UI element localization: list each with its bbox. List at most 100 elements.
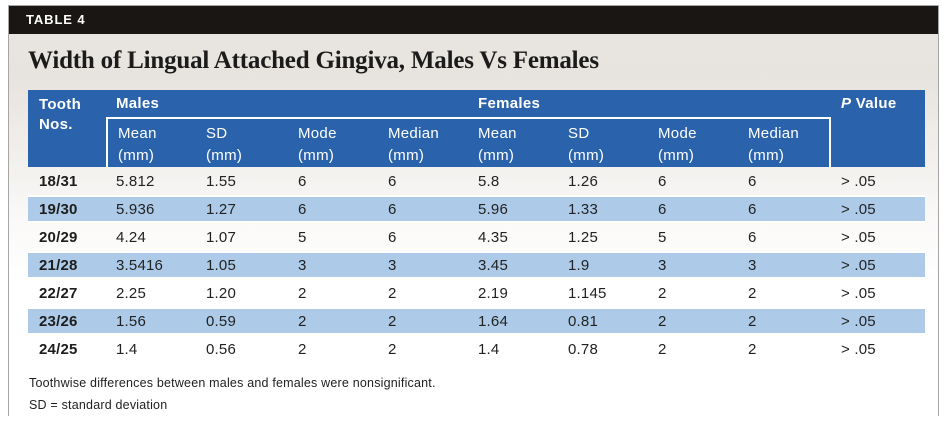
cell-p-value: > .05 [841, 284, 876, 302]
header-cell-mode-males: Mode (mm) [288, 117, 378, 167]
cell-value: 1.55 [206, 172, 236, 190]
cell-value: 6 [378, 195, 469, 223]
cell-value: 6 [388, 172, 397, 190]
table-footnotes: Toothwise differences between males and … [29, 372, 938, 416]
cell-tooth-nos: 23/26 [28, 307, 106, 335]
table-body: 18/31 5.812 1.55 6 6 5.8 1.26 6 6 > .05 19/30 5.936… [28, 167, 926, 363]
cell-value: 3 [648, 251, 739, 279]
cell-value: 6 [738, 195, 832, 223]
table-header: Tooth Nos. Males Females P Value Mean (mm) SD (m… [28, 90, 926, 167]
cell-tooth-nos: 18/31 [39, 172, 78, 190]
cell-value: 2 [658, 284, 667, 302]
cell-value: 2 [298, 284, 307, 302]
cell-value: 6 [748, 228, 757, 246]
header-cell-mode-females: Mode (mm) [648, 117, 739, 167]
cell-value: 1.56 [106, 307, 196, 335]
cell-value: 5.8 [478, 172, 500, 190]
cell-tooth-nos: 21/28 [28, 251, 106, 279]
cell-value: 1.27 [196, 195, 288, 223]
cell-value: 0.56 [206, 340, 236, 358]
table-row: 19/30 5.936 1.27 6 6 5.96 1.33 6 6 > .05 [28, 195, 926, 223]
cell-p-value: > .05 [831, 307, 926, 335]
header-row-stats: Mean (mm) SD (mm) Mode (mm) Median (mm) Mean (mm)… [28, 117, 925, 167]
cell-value: 2 [388, 340, 397, 358]
cell-value: 2 [658, 340, 667, 358]
cell-tooth-nos: 20/29 [39, 228, 78, 246]
cell-value: 1.64 [468, 307, 559, 335]
cell-value: 1.9 [558, 251, 649, 279]
cell-value: 1.25 [568, 228, 599, 246]
cell-p-value: > .05 [841, 172, 876, 190]
table-number-label: TABLE 4 [26, 12, 86, 27]
cell-value: 1.145 [568, 284, 607, 302]
cell-value: 5 [298, 228, 307, 246]
cell-value: 2 [748, 284, 757, 302]
header-cell-mean-females: Mean (mm) [468, 117, 559, 167]
header-cell-tooth-nos: Tooth Nos. [28, 90, 106, 167]
cell-value: 6 [658, 172, 667, 190]
cell-value: 0.78 [568, 340, 599, 358]
header-cell-group-males: Males [106, 90, 469, 117]
cell-p-value: > .05 [831, 251, 926, 279]
cell-tooth-nos: 24/25 [39, 340, 78, 358]
cell-value: 5.96 [468, 195, 559, 223]
table-row: 24/25 1.4 0.56 2 2 1.4 0.78 2 2 > .05 [28, 335, 925, 363]
cell-value: 2 [388, 284, 397, 302]
cell-tooth-nos: 22/27 [39, 284, 78, 302]
cell-value: 3 [378, 251, 469, 279]
table-title: Width of Lingual Attached Gingiva, Males… [28, 47, 599, 74]
cell-value: 3.45 [468, 251, 559, 279]
footnote-sd-definition: SD = standard deviation [29, 398, 168, 412]
cell-value: 3.5416 [106, 251, 196, 279]
cell-value: 2 [288, 307, 378, 335]
footnote-nonsignificance: Toothwise differences between males and … [29, 376, 436, 390]
cell-value: 3 [288, 251, 378, 279]
table-row: 22/27 2.25 1.20 2 2 2.19 1.145 2 2 > .05 [28, 279, 925, 307]
cell-value: 1.4 [116, 340, 138, 358]
cell-p-value: > .05 [841, 340, 876, 358]
header-cell-sd-females: SD (mm) [558, 117, 649, 167]
table-label-bar: TABLE 4 [9, 6, 938, 34]
cell-value: 5 [658, 228, 667, 246]
cell-value: 4.35 [478, 228, 509, 246]
cell-value: 2 [748, 340, 757, 358]
cell-value: 6 [388, 228, 397, 246]
header-row-groups: Tooth Nos. Males Females P Value [28, 90, 926, 167]
table-card: TABLE 4 Width of Lingual Attached Gingiv… [8, 5, 939, 416]
cell-value: 5.936 [106, 195, 196, 223]
table-row: 21/28 3.5416 1.05 3 3 3.45 1.9 3 3 > .05 [28, 251, 926, 279]
cell-value: 2 [378, 307, 469, 335]
table-row: 23/26 1.56 0.59 2 2 1.64 0.81 2 2 > .05 [28, 307, 926, 335]
cell-value: 2 [738, 307, 832, 335]
cell-value: 1.07 [206, 228, 236, 246]
table-row: 18/31 5.812 1.55 6 6 5.8 1.26 6 6 > .05 [28, 167, 925, 195]
cell-value: 2.19 [478, 284, 509, 302]
cell-value: 0.59 [196, 307, 288, 335]
cell-value: 1.4 [478, 340, 500, 358]
cell-value: 6 [648, 195, 739, 223]
cell-value: 0.81 [558, 307, 649, 335]
table-row: 20/29 4.24 1.07 5 6 4.35 1.25 5 6 > .05 [28, 223, 925, 251]
cell-value: 2.25 [116, 284, 146, 302]
cell-p-value: > .05 [831, 195, 926, 223]
cell-value: 1.26 [568, 172, 599, 190]
header-cell-group-females: Females [468, 90, 832, 117]
cell-value: 2 [298, 340, 307, 358]
cell-value: 1.20 [206, 284, 236, 302]
cell-value: 6 [748, 172, 757, 190]
cell-value: 6 [298, 172, 307, 190]
cell-value: 1.05 [196, 251, 288, 279]
cell-value: 2 [648, 307, 739, 335]
cell-p-value: > .05 [841, 228, 876, 246]
cell-value: 4.24 [116, 228, 146, 246]
cell-value: 6 [288, 195, 378, 223]
header-cell-median-males: Median (mm) [378, 117, 469, 167]
header-cell-mean-males: Mean (mm) [106, 117, 196, 167]
cell-value: 3 [738, 251, 832, 279]
gingiva-table: Tooth Nos. Males Females P Value Mean (mm) SD (m… [28, 90, 926, 363]
header-cell-median-females: Median (mm) [738, 117, 832, 167]
cell-value: 5.812 [116, 172, 155, 190]
cell-tooth-nos: 19/30 [28, 195, 106, 223]
header-cell-sd-males: SD (mm) [196, 117, 288, 167]
p-value-italic-p: P [841, 95, 852, 112]
